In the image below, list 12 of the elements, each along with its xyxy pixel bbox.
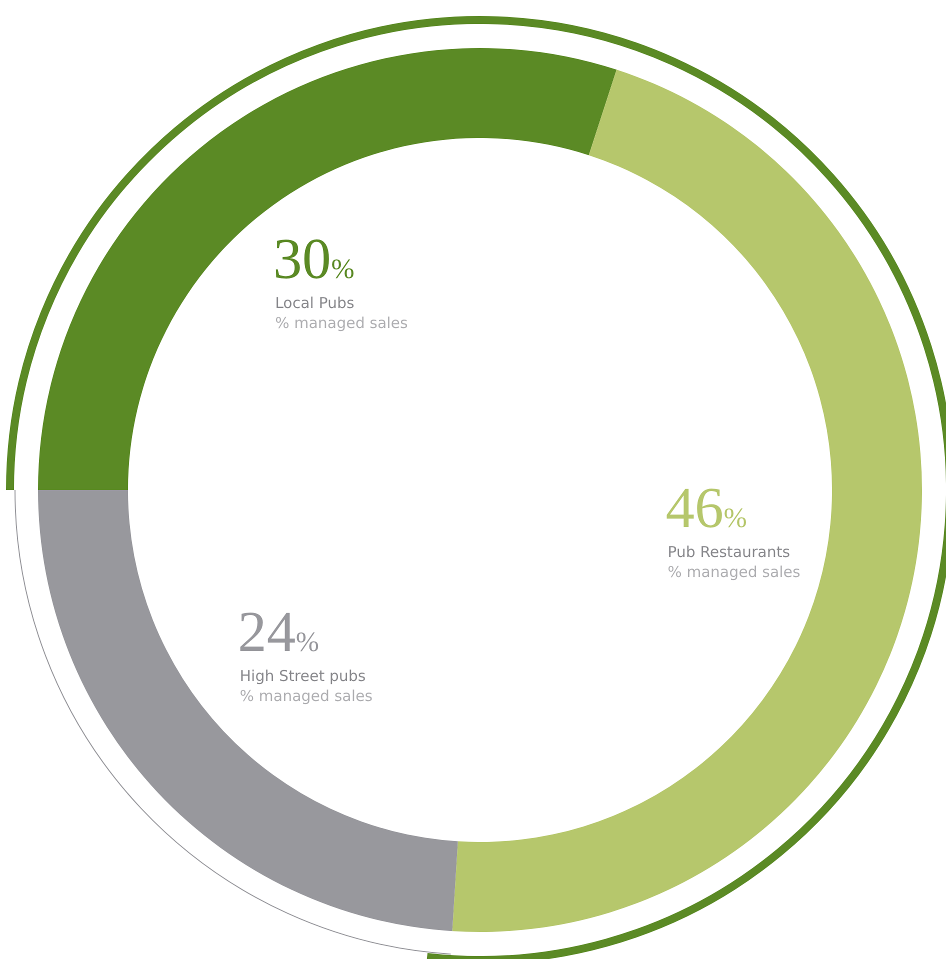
data-label: 24% (238, 599, 320, 664)
donut-slice (452, 70, 922, 932)
donut-slice (38, 490, 458, 932)
donut-slice (38, 48, 617, 490)
data-label: 30% (273, 226, 354, 291)
slice-label: Pub Restaurants (668, 542, 790, 561)
text: % managed sales (275, 314, 408, 332)
text: % managed sales (240, 687, 373, 706)
slice-label: Local Pubs (275, 294, 355, 312)
text: % managed sales (668, 562, 801, 581)
slice-label: High Street pubs (240, 667, 366, 686)
data-label: 46% (666, 474, 747, 540)
